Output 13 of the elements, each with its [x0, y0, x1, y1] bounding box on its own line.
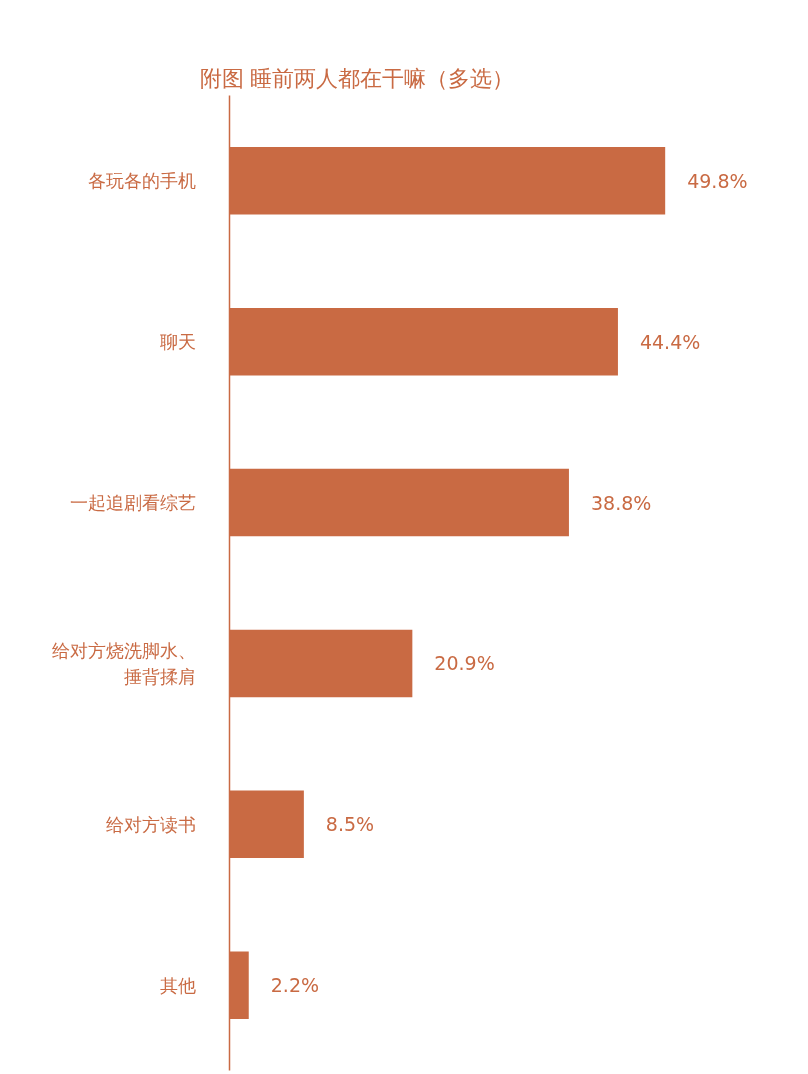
data-label: 49.8% — [687, 169, 748, 192]
y-tick-label: 聊天 — [159, 331, 196, 353]
y-tick-label: 给对方烧洗脚水、捶背揉肩 — [51, 640, 196, 687]
y-tick-label: 给对方读书 — [105, 813, 196, 835]
y-tick-label: 一起追剧看综艺 — [69, 492, 196, 514]
data-label: 2.2% — [270, 974, 320, 997]
data-label: 20.9% — [434, 652, 495, 675]
y-tick-label: 其他 — [159, 974, 196, 996]
data-label: 8.5% — [325, 813, 375, 836]
y-tick-label: 各玩各的手机 — [87, 170, 196, 192]
data-label: 44.4% — [639, 330, 701, 353]
chart-title: 附图 睡前两人都在干嘛（多选） — [199, 65, 515, 91]
data-label: 38.8% — [590, 491, 652, 514]
